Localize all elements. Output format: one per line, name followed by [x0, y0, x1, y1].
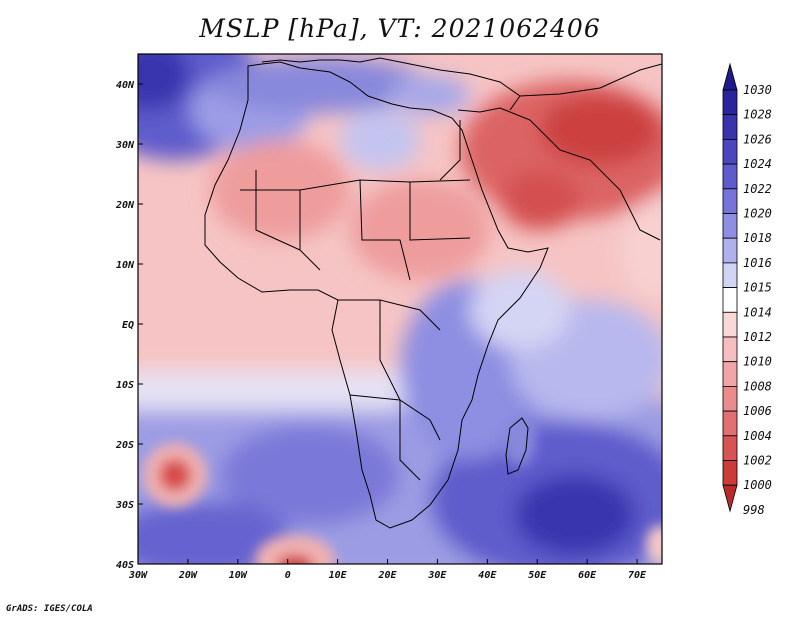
colorbar-segment [722, 385, 738, 412]
colorbar-label: 1000 [743, 478, 772, 492]
colorbar-label: 1010 [743, 355, 772, 369]
colorbar-segment [722, 262, 738, 288]
colorbar-label: 1022 [743, 182, 772, 196]
lat-tick-label: 30S [115, 500, 134, 511]
colorbar-label: 1002 [743, 454, 772, 468]
colorbar-label: 1024 [743, 157, 772, 171]
colorbar-segment [722, 410, 738, 437]
lat-tick-label: 10N [116, 260, 135, 271]
lat-tick-label: 40N [116, 80, 135, 91]
colorbar-segment [722, 336, 738, 363]
colorbar-label: 1026 [743, 132, 772, 146]
colorbar-label: 1015 [743, 281, 772, 295]
lat-tick-label: 10S [116, 380, 134, 391]
colorbar-label: 1018 [743, 231, 772, 245]
colorbar-segment [722, 163, 738, 190]
colorbar-top-arrow [722, 62, 738, 91]
colorbar-label: 1012 [743, 330, 772, 344]
lon-tick-label: 40E [478, 570, 497, 581]
lon-tick-label: 70E [628, 570, 647, 581]
colorbar-segment [722, 213, 738, 239]
lon-tick-label: 30E [427, 570, 447, 581]
lat-tick-label: 20S [115, 440, 134, 451]
colorbar-label: 1020 [743, 207, 772, 221]
colorbar-segment [722, 361, 738, 387]
lon-tick-label: 50E [528, 570, 547, 581]
plot-title: MSLP [hPa], VT: 2021062406 [199, 14, 601, 43]
colorbar-label: 1014 [743, 305, 772, 319]
colorbar-segment [722, 114, 738, 140]
longitude-axis: 30W 20W 10W 0 10E 20E 30E 40E 50E 60E 70E [128, 559, 647, 581]
colorbar-segment [722, 89, 738, 116]
colorbar-label: 1008 [743, 379, 772, 393]
colorbar-label: 1016 [743, 256, 772, 270]
colorbar-bottom-arrow [722, 484, 738, 513]
colorbar-label: 1004 [743, 429, 772, 443]
latitude-axis: 40N 30N 20N 10N EQ 10S 20S 30S 40S [115, 80, 143, 571]
lon-tick-label: 30W [128, 570, 148, 581]
colorbar-label: 1028 [743, 108, 772, 122]
lon-tick-label: 20E [377, 570, 397, 581]
coastline-borders [204, 57, 662, 529]
lon-tick-label: 10W [229, 570, 248, 581]
colorbar-label: 1030 [743, 83, 772, 97]
pressure-field [138, 54, 662, 564]
map-frame [137, 53, 663, 565]
colorbar-segment [722, 435, 738, 461]
colorbar-segment [722, 460, 738, 486]
lat-tick-label: 40S [116, 560, 134, 571]
footer-credit: GrADS: IGES/COLA [6, 604, 93, 614]
colorbar-segment [722, 188, 738, 214]
lat-tick-label: 30N [115, 140, 135, 151]
lon-tick-label: 60E [578, 570, 597, 581]
lon-tick-label: 20W [178, 570, 198, 581]
lat-tick-label: EQ [122, 320, 134, 331]
colorbar-label: 998 [743, 503, 765, 517]
lat-tick-label: 20N [115, 200, 135, 211]
colorbar-segment [722, 287, 738, 313]
colorbar-segment [722, 237, 738, 264]
colorbar: 1030 1028 1026 1024 1022 1020 1018 1016 1015 1014… [722, 62, 772, 517]
colorbar-label: 1006 [743, 404, 772, 418]
lon-tick-label: 0 [285, 570, 291, 581]
colorbar-segment [722, 311, 738, 338]
colorbar-segment [722, 138, 738, 165]
lon-tick-label: 10E [329, 570, 348, 581]
